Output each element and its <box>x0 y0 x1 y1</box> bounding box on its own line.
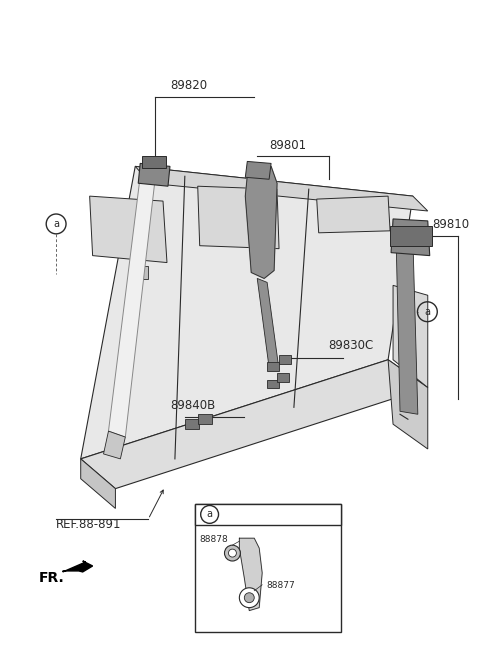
Polygon shape <box>81 167 413 459</box>
Polygon shape <box>81 459 115 508</box>
Bar <box>198 415 212 424</box>
Polygon shape <box>135 167 428 211</box>
Polygon shape <box>388 359 428 449</box>
Polygon shape <box>396 236 418 415</box>
Text: 89801: 89801 <box>269 138 306 152</box>
Text: 89840B: 89840B <box>170 400 215 412</box>
Bar <box>195 504 341 525</box>
Bar <box>254 251 270 262</box>
Polygon shape <box>393 285 428 388</box>
Text: 88878: 88878 <box>200 535 228 544</box>
Bar <box>277 373 289 382</box>
Bar <box>142 157 166 169</box>
Text: FR.: FR. <box>39 571 65 585</box>
Polygon shape <box>317 196 390 233</box>
Text: a: a <box>53 219 59 229</box>
Bar <box>267 361 279 371</box>
Circle shape <box>240 588 259 607</box>
Polygon shape <box>104 431 125 459</box>
Bar <box>185 419 199 429</box>
Polygon shape <box>108 176 155 437</box>
Text: 89810: 89810 <box>432 218 470 231</box>
Text: 89820: 89820 <box>170 79 207 92</box>
Text: a: a <box>424 307 431 317</box>
Text: a: a <box>206 510 213 520</box>
Text: REF.88-891: REF.88-891 <box>56 518 121 531</box>
Circle shape <box>244 593 254 603</box>
Polygon shape <box>240 538 262 611</box>
Circle shape <box>228 549 236 557</box>
Polygon shape <box>63 561 93 572</box>
Polygon shape <box>245 163 277 278</box>
Polygon shape <box>391 219 430 256</box>
Bar <box>390 226 432 246</box>
Bar <box>279 355 291 363</box>
Polygon shape <box>138 163 170 186</box>
Polygon shape <box>245 161 271 179</box>
Text: 88877: 88877 <box>266 581 295 590</box>
Bar <box>267 380 279 388</box>
Bar <box>195 504 341 632</box>
Bar <box>130 266 148 279</box>
Polygon shape <box>257 278 279 369</box>
Polygon shape <box>198 186 279 249</box>
Polygon shape <box>90 196 167 262</box>
Circle shape <box>225 545 240 561</box>
Text: 89830C: 89830C <box>329 338 374 352</box>
Polygon shape <box>81 359 428 489</box>
